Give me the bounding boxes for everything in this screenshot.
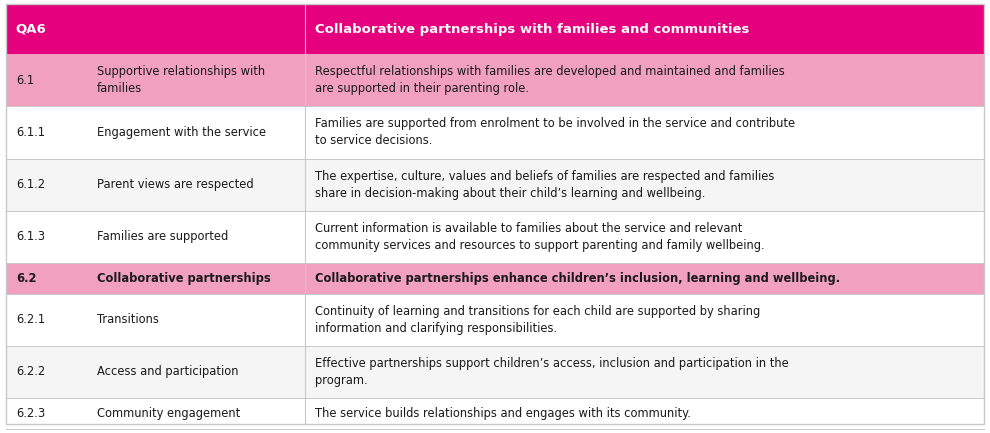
Text: 6.2.2: 6.2.2 <box>16 365 46 378</box>
Text: 6.2.3: 6.2.3 <box>16 407 46 420</box>
Text: Engagement with the service: Engagement with the service <box>97 126 266 139</box>
Text: The expertise, culture, values and beliefs of families are respected and familie: The expertise, culture, values and belie… <box>315 170 774 200</box>
Text: Supportive relationships with
families: Supportive relationships with families <box>97 65 265 95</box>
Text: Respectful relationships with families are developed and maintained and families: Respectful relationships with families a… <box>315 65 784 95</box>
Text: Families are supported from enrolment to be involved in the service and contribu: Families are supported from enrolment to… <box>315 117 795 147</box>
Text: Parent views are respected: Parent views are respected <box>97 178 253 191</box>
Text: Collaborative partnerships with families and communities: Collaborative partnerships with families… <box>315 23 749 36</box>
Text: Access and participation: Access and participation <box>97 365 239 378</box>
Text: Effective partnerships support children’s access, inclusion and participation in: Effective partnerships support children’… <box>315 357 789 387</box>
Text: Transitions: Transitions <box>97 313 158 326</box>
Bar <box>6 4 984 54</box>
Text: 6.1.2: 6.1.2 <box>16 178 45 191</box>
Text: Families are supported: Families are supported <box>97 230 229 243</box>
Text: 6.1.3: 6.1.3 <box>16 230 45 243</box>
Text: QA6: QA6 <box>16 23 47 36</box>
Bar <box>6 211 984 263</box>
Bar <box>6 54 984 107</box>
Text: Collaborative partnerships enhance children’s inclusion, learning and wellbeing.: Collaborative partnerships enhance child… <box>315 272 840 285</box>
Bar <box>6 346 984 398</box>
Bar <box>6 398 984 429</box>
Text: Current information is available to families about the service and relevant
comm: Current information is available to fami… <box>315 222 764 252</box>
Text: 6.2: 6.2 <box>16 272 37 285</box>
Text: 6.2.1: 6.2.1 <box>16 313 45 326</box>
Bar <box>6 158 984 211</box>
Text: 6.1: 6.1 <box>16 74 34 87</box>
Bar <box>6 263 984 294</box>
Bar <box>6 107 984 158</box>
Bar <box>6 294 984 346</box>
Text: Continuity of learning and transitions for each child are supported by sharing
i: Continuity of learning and transitions f… <box>315 305 760 335</box>
Text: Community engagement: Community engagement <box>97 407 241 420</box>
Text: Collaborative partnerships: Collaborative partnerships <box>97 272 271 285</box>
Text: 6.1.1: 6.1.1 <box>16 126 45 139</box>
Text: The service builds relationships and engages with its community.: The service builds relationships and eng… <box>315 407 691 420</box>
